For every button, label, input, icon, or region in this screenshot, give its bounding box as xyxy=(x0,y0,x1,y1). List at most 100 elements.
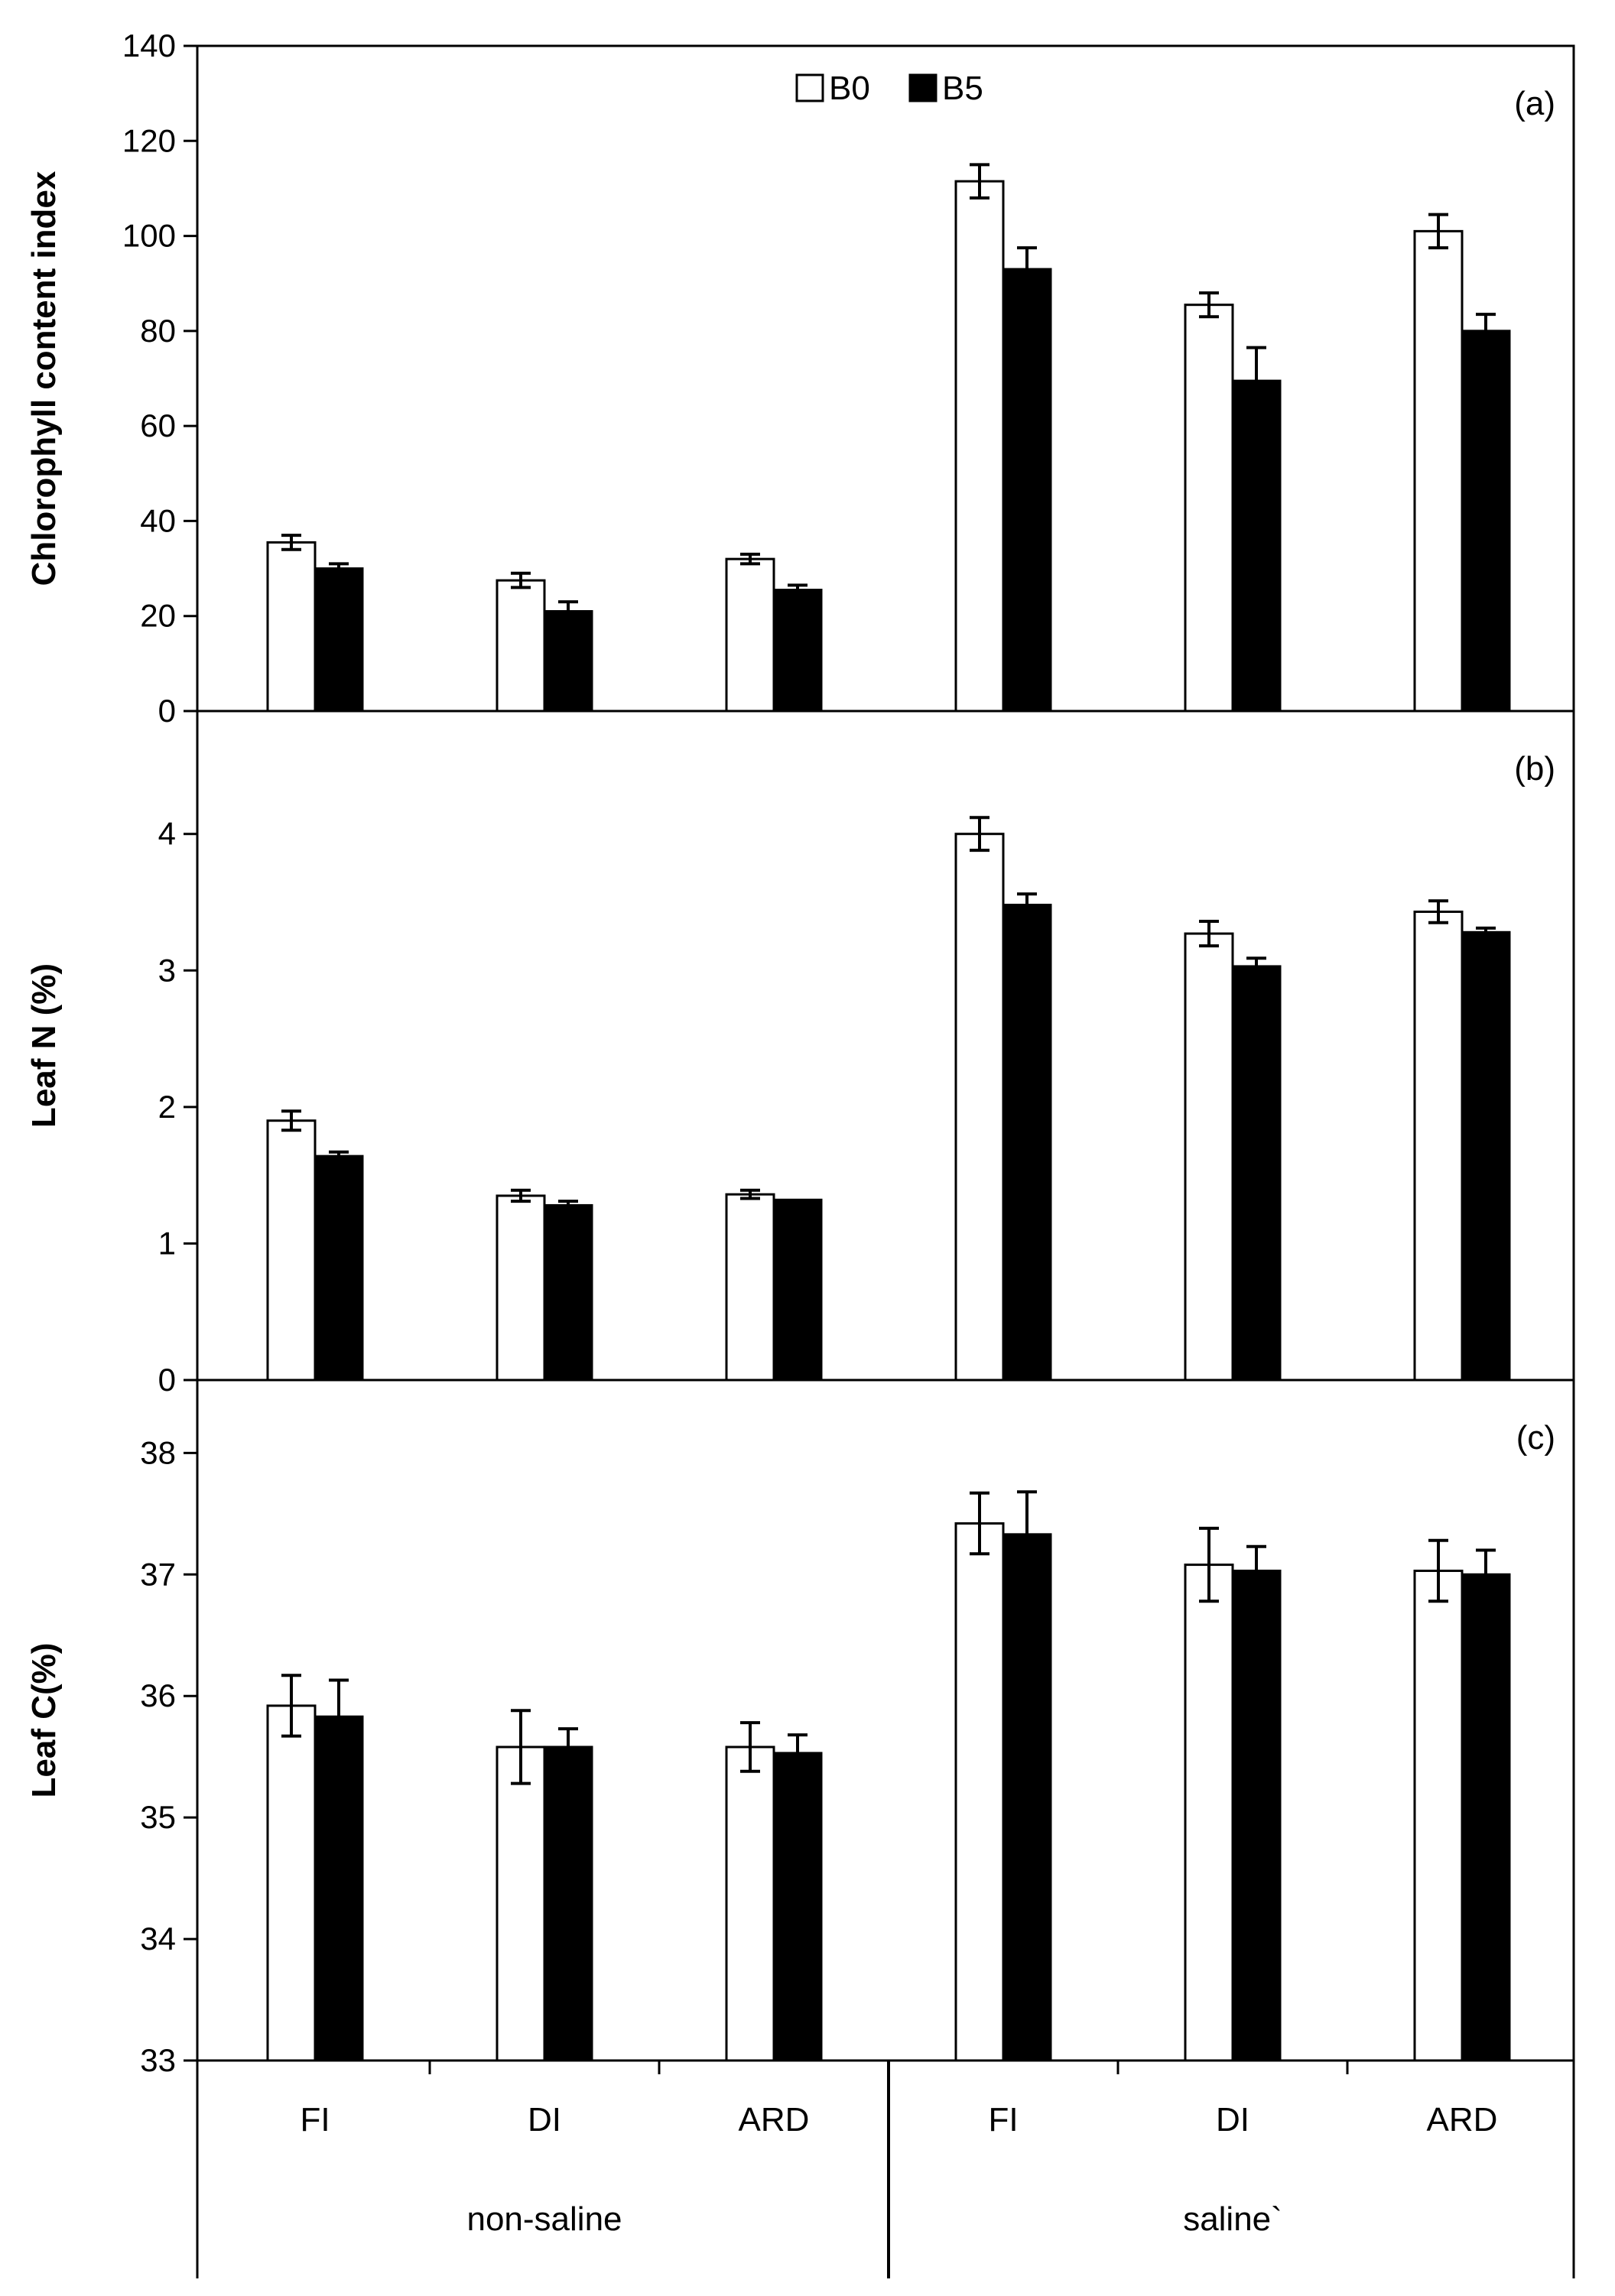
error-bar xyxy=(1246,956,1266,976)
error-bar xyxy=(1246,1544,1266,1597)
error-bar xyxy=(1428,1538,1448,1603)
y-tick-label: 100 xyxy=(122,218,176,254)
y-tick-label: 35 xyxy=(140,1799,176,1835)
bar-b0 xyxy=(266,541,317,713)
error-bar xyxy=(1476,926,1496,938)
x-group-label: non-saline xyxy=(466,2200,622,2238)
bar-b0 xyxy=(1413,911,1464,1382)
error-bar xyxy=(558,600,578,622)
y-tick-label: 120 xyxy=(122,122,176,158)
error-bar xyxy=(1246,346,1266,416)
y-tick-label: 40 xyxy=(140,502,176,538)
y-tick-label: 4 xyxy=(158,816,176,852)
x-category-label: DI xyxy=(1216,2101,1249,2138)
y-tick-label: 38 xyxy=(140,1434,176,1470)
y-tick-label: 20 xyxy=(140,598,176,634)
error-bar xyxy=(1428,213,1448,250)
bar-b0 xyxy=(725,1746,775,2062)
error-bar xyxy=(1199,291,1219,319)
bar-b5 xyxy=(1461,1573,1511,2062)
bar-b5 xyxy=(314,567,364,713)
bar-b0 xyxy=(1184,304,1234,713)
error-bar xyxy=(788,583,808,596)
error-bar xyxy=(740,552,760,566)
bar-b5 xyxy=(314,1715,364,2062)
error-bar xyxy=(970,816,989,852)
y-tick-label: 60 xyxy=(140,408,176,443)
x-category-label: DI xyxy=(528,2101,561,2138)
bar-b0 xyxy=(496,1194,546,1382)
x-category-label: ARD xyxy=(1427,2101,1498,2138)
error-bar xyxy=(281,534,301,551)
error-bar xyxy=(511,1709,531,1785)
y-axis-label: Chlorophyll content index xyxy=(25,170,63,586)
error-bar xyxy=(329,562,349,575)
error-bar xyxy=(329,1150,349,1162)
bar-b5 xyxy=(543,1746,593,2062)
error-bar xyxy=(1199,920,1219,948)
panel-a: 0 20 40 60 80 100 120 140 Chlorophyll content in… xyxy=(25,28,1574,729)
error-bar xyxy=(740,1188,760,1200)
error-bar xyxy=(1199,1526,1219,1603)
bar-b0 xyxy=(725,1193,775,1382)
y-tick-label: 3 xyxy=(158,952,176,988)
x-axis-categories: FI DI ARD FI DI ARD non-saline saline` xyxy=(300,2061,1497,2278)
panel-c: 33 34 35 36 37 38 Leaf C(%) (c) xyxy=(25,1419,1574,2078)
legend-label-b0: B0 xyxy=(829,70,870,107)
panel-label: (a) xyxy=(1514,85,1555,122)
error-bar xyxy=(511,1188,531,1203)
error-bar xyxy=(788,1733,808,1773)
y-tick-label: 0 xyxy=(158,693,176,729)
y-tick-label: 80 xyxy=(140,313,176,349)
error-bar xyxy=(1017,1490,1037,1579)
bar-b5 xyxy=(1231,379,1282,713)
bar-b5 xyxy=(772,589,823,713)
legend-label-b5: B5 xyxy=(942,70,983,107)
y-tick-label: 1 xyxy=(158,1225,176,1261)
error-bar xyxy=(329,1678,349,1755)
x-group-label: saline` xyxy=(1183,2200,1282,2238)
y-tick-label: 140 xyxy=(122,28,176,63)
y-tick-label: 34 xyxy=(140,1921,176,1957)
bar-b5 xyxy=(314,1154,364,1382)
bar-b0 xyxy=(954,1522,1005,2062)
error-bar xyxy=(558,1200,578,1211)
legend-swatch-b5 xyxy=(908,73,937,102)
y-tick-label: 2 xyxy=(158,1089,176,1125)
error-bar xyxy=(511,571,531,589)
legend: B0 B5 xyxy=(795,70,983,107)
bar-b5 xyxy=(1002,1533,1052,2062)
error-bar xyxy=(1017,246,1037,293)
bar-b0 xyxy=(954,180,1005,713)
bar-b5 xyxy=(1002,904,1052,1382)
bar-b0 xyxy=(1184,932,1234,1382)
bar-b5 xyxy=(1461,930,1511,1382)
bar-b0 xyxy=(496,1746,546,2062)
error-bar xyxy=(1476,1548,1496,1601)
bar-b0 xyxy=(1413,1570,1464,2062)
panel-label: (b) xyxy=(1514,750,1555,788)
panel-b: 0 1 2 3 4 Leaf N (%) (b) xyxy=(25,750,1574,1398)
bar-b0 xyxy=(266,1119,317,1382)
bar-b5 xyxy=(1461,330,1511,713)
y-axis-label: Leaf C(%) xyxy=(25,1643,63,1798)
y-tick-label: 36 xyxy=(140,1677,176,1713)
error-bar xyxy=(970,1491,989,1556)
legend-swatch-b0 xyxy=(795,73,824,102)
bar-b5 xyxy=(1231,1570,1282,2062)
bar-b5 xyxy=(1231,965,1282,1382)
error-bar xyxy=(1017,892,1037,917)
error-bar xyxy=(740,1721,760,1773)
bar-b0 xyxy=(1184,1564,1234,2062)
panel-label: (c) xyxy=(1516,1419,1555,1457)
plot-frame xyxy=(196,44,1575,2278)
error-bar xyxy=(281,1674,301,1738)
bar-b0 xyxy=(725,557,775,713)
error-bar xyxy=(1428,899,1448,924)
x-category-label: FI xyxy=(988,2101,1018,2138)
bar-b5 xyxy=(772,1752,823,2062)
bar-b5 xyxy=(543,1203,593,1382)
bar-b5 xyxy=(543,610,593,713)
